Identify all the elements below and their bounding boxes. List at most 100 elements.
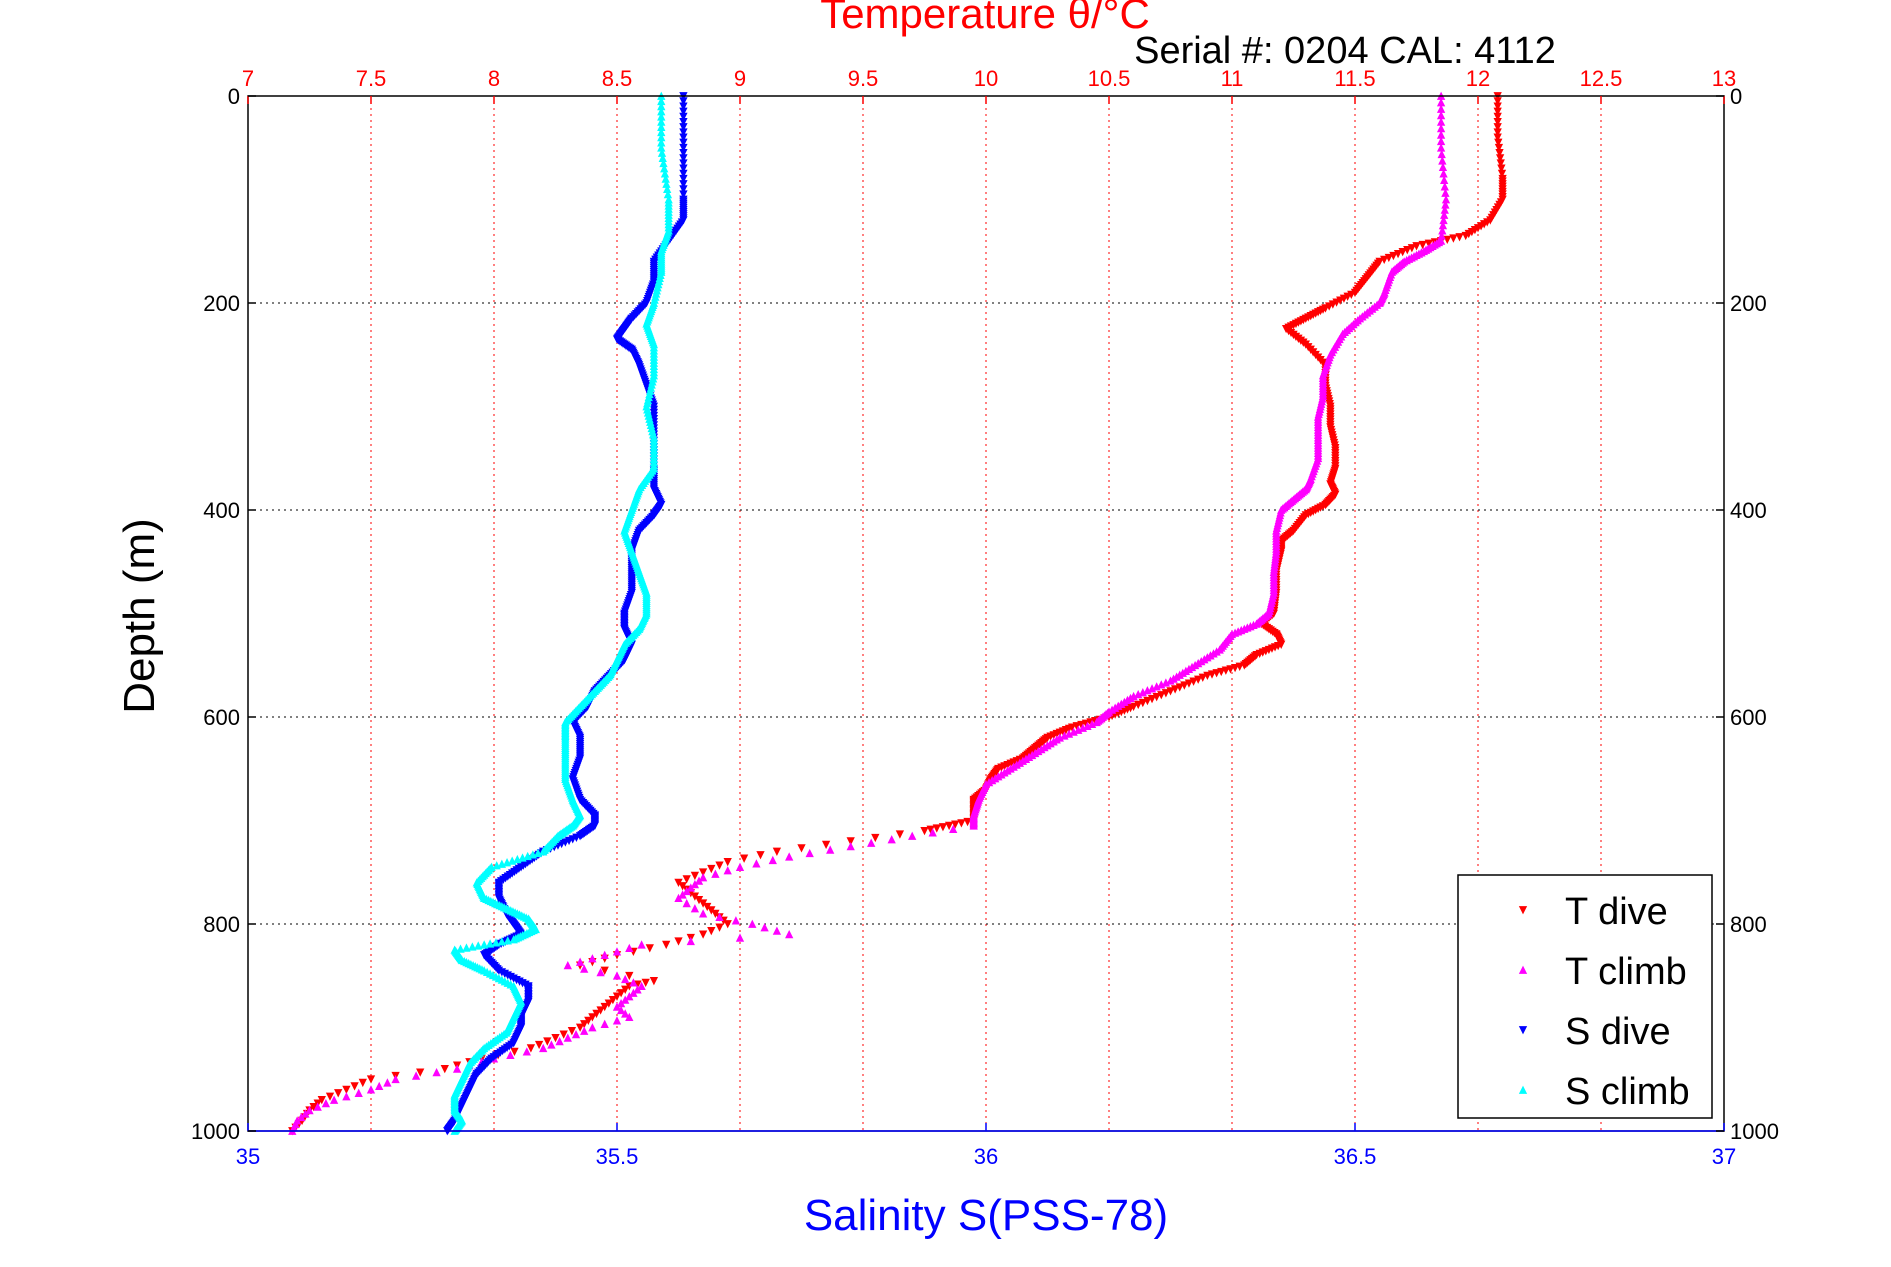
data-point [526,1044,536,1053]
series-s-climb [450,91,673,1135]
depth-tick-label-left: 800 [203,912,240,937]
data-point [735,933,745,942]
data-point [707,927,716,936]
data-point [329,1095,339,1104]
data-point [756,851,765,860]
data-point [1161,678,1171,687]
data-point [785,929,794,939]
data-point [679,117,688,127]
data-point [772,926,782,935]
data-point [768,855,777,865]
data-point [1495,149,1504,158]
data-point [731,916,741,925]
data-point [468,942,477,951]
data-point [528,850,538,859]
data-point [679,159,688,168]
data-point [375,1081,384,1091]
data-point [679,128,688,137]
salinity-tick-label: 36.5 [1334,1144,1377,1169]
data-point [698,868,708,877]
legend-label: T dive [1565,891,1668,933]
data-point [1493,112,1502,122]
data-point [523,851,532,861]
data-point [739,854,749,863]
data-point [539,847,548,856]
data-point [682,875,691,884]
data-point [503,936,512,945]
temperature-tick-label: 11.5 [1334,66,1375,91]
data-point [949,824,958,834]
data-point [686,883,695,892]
data-point [491,938,501,947]
data-point [1440,182,1449,191]
data-point [679,190,688,199]
salinity-tick-label: 36 [974,1144,998,1169]
data-point [1493,133,1502,142]
depth-tick-label-right: 800 [1730,912,1767,937]
data-point [1064,729,1074,738]
data-point [867,838,876,847]
data-point [678,890,687,899]
data-point [629,988,638,997]
data-point [674,893,683,903]
data-point [928,828,937,837]
temperature-tick-label: 12 [1466,66,1490,91]
depth-tick-label-left: 400 [203,498,240,523]
data-point [559,1030,568,1039]
data-point [674,937,683,946]
data-point [1074,725,1083,734]
data-point [1493,97,1502,106]
data-point [502,858,512,867]
data-point [723,866,732,875]
data-point [509,935,518,944]
data-point [567,1027,577,1036]
temperature-tick-label: 9.5 [848,66,879,91]
data-point [698,909,708,918]
data-point [1083,721,1092,730]
data-point [625,971,634,981]
data-point [600,950,609,959]
data-point [1418,240,1427,250]
data-point [334,1089,343,1098]
data-point [752,859,761,868]
data-point [543,1037,552,1046]
data-point [682,886,691,896]
data-point [679,154,688,163]
data-point [679,143,688,153]
data-point [551,1033,560,1043]
data-point [508,856,517,865]
data-point [1157,680,1166,689]
data-point [723,858,732,867]
depth-tick-label-right: 400 [1730,498,1767,523]
data-point [506,1050,515,1059]
data-point [1143,686,1152,695]
data-point [1493,128,1502,137]
data-point [698,930,708,939]
temperature-tick-label: 7 [242,66,254,91]
data-point [1166,676,1175,685]
data-point [474,941,483,950]
data-point [588,1023,597,1032]
data-point [1455,233,1464,242]
data-point [920,826,929,836]
legend-label: S dive [1565,1011,1671,1053]
depth-tick-label-right: 0 [1730,84,1742,109]
data-point [932,824,941,833]
data-point [342,1092,351,1101]
data-point [1440,175,1449,184]
legend-marker [1518,1085,1528,1094]
data-point [456,944,465,953]
data-point [679,138,688,147]
salinity-axis-title: Salinity S(PSS-78) [804,1191,1168,1240]
data-point [633,985,642,994]
data-point [342,1085,351,1094]
legend: T dive T climb S dive S climb [1457,874,1713,1119]
data-point [621,1009,630,1018]
data-point [600,1019,609,1028]
data-point [1493,102,1502,111]
data-point [715,861,724,870]
data-point [533,848,543,858]
data-point [522,1047,531,1056]
data-point [1494,143,1504,153]
